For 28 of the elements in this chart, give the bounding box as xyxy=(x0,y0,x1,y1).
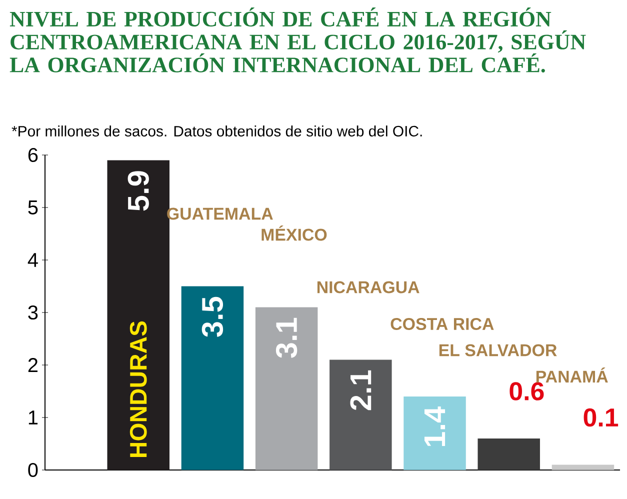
bar xyxy=(478,438,540,470)
y-tick-label: 5 xyxy=(28,200,38,214)
bar xyxy=(181,286,244,470)
x-tick-label: MÉXICO xyxy=(262,226,327,241)
y-tick-label: 1 xyxy=(28,410,38,424)
y-tick-label: 3 xyxy=(28,305,38,320)
x-tick-label: PANAMÁ xyxy=(536,367,608,382)
bar xyxy=(404,396,466,470)
bar xyxy=(255,307,318,470)
data-label: 0.6 xyxy=(510,382,544,400)
chart-title: NIVEL DE PRODUCCIÓN DE CAFÉ EN LA REGIÓN CENTROAMERICANA EN EL CICLO 2016-2017, SEGÚN LA ORGANIZACIÓN INTERNACIONAL DEL CAFÉ. xyxy=(10,8,586,72)
data-label: 0.1 xyxy=(584,408,618,427)
x-tick-label: EL SALVADOR xyxy=(439,344,557,356)
bar xyxy=(330,360,392,470)
data-label: 3.1 xyxy=(276,318,298,358)
data-label: 5.9 xyxy=(128,171,149,211)
bar xyxy=(552,464,614,470)
data-label: 3.5 xyxy=(202,296,224,337)
y-tick-label: 2 xyxy=(28,358,38,372)
y-tick-label: 0 xyxy=(28,462,38,478)
y-tick-label: 6 xyxy=(28,148,38,162)
data-label: 2.1 xyxy=(350,370,372,410)
data-label: 1.4 xyxy=(424,406,446,446)
x-tick-label: HONDURAS xyxy=(130,321,147,458)
y-tick-label: 4 xyxy=(28,253,38,267)
x-tick-label: COSTA RICA xyxy=(390,318,494,330)
x-tick-label: NICARAGUA xyxy=(317,281,420,294)
chart-subtitle: *Por millones de sacos. Datos obtenidos de sitio web del OIC. xyxy=(12,126,422,136)
